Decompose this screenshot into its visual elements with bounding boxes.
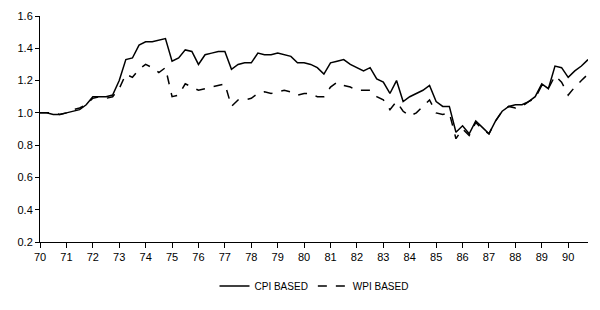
- svg-text:1.6: 1.6: [18, 10, 33, 22]
- svg-text:0.6: 0.6: [18, 171, 33, 183]
- svg-text:90: 90: [562, 251, 574, 263]
- svg-text:83: 83: [377, 251, 389, 263]
- svg-text:72: 72: [87, 251, 99, 263]
- svg-text:77: 77: [219, 251, 231, 263]
- svg-text:0.8: 0.8: [18, 139, 33, 151]
- svg-text:80: 80: [298, 251, 310, 263]
- svg-text:71: 71: [60, 251, 72, 263]
- svg-text:84: 84: [404, 251, 416, 263]
- svg-text:79: 79: [272, 251, 284, 263]
- svg-text:76: 76: [192, 251, 204, 263]
- svg-text:85: 85: [430, 251, 442, 263]
- svg-text:89: 89: [536, 251, 548, 263]
- svg-text:87: 87: [483, 251, 495, 263]
- svg-text:1.2: 1.2: [18, 74, 33, 86]
- svg-text:82: 82: [351, 251, 363, 263]
- svg-text:75: 75: [166, 251, 178, 263]
- svg-text:0.2: 0.2: [18, 236, 33, 248]
- svg-text:1.0: 1.0: [18, 107, 33, 119]
- svg-text:73: 73: [113, 251, 125, 263]
- svg-text:WPI BASED: WPI BASED: [353, 281, 409, 292]
- svg-text:81: 81: [324, 251, 336, 263]
- svg-text:74: 74: [140, 251, 152, 263]
- svg-text:0.4: 0.4: [18, 204, 33, 216]
- svg-text:1.4: 1.4: [18, 42, 33, 54]
- svg-text:CPI BASED: CPI BASED: [255, 281, 308, 292]
- svg-text:88: 88: [509, 251, 521, 263]
- svg-text:70: 70: [34, 251, 46, 263]
- svg-text:86: 86: [456, 251, 468, 263]
- svg-text:78: 78: [245, 251, 257, 263]
